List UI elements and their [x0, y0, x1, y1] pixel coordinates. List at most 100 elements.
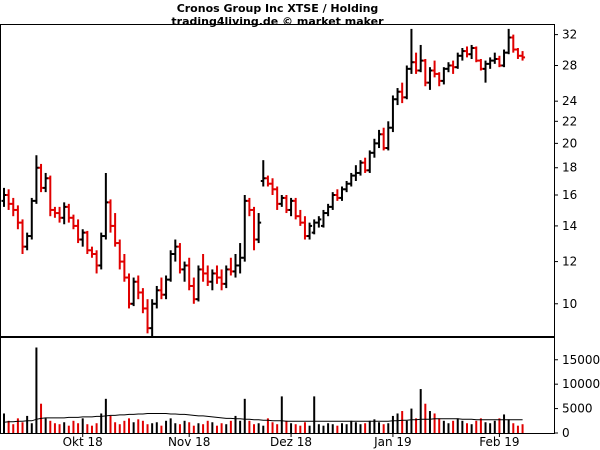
price-bar — [66, 203, 72, 223]
price-bar — [441, 67, 447, 85]
price-bar — [464, 46, 470, 58]
price-bar — [496, 55, 502, 68]
price-bar — [233, 253, 238, 278]
price-bar — [214, 265, 220, 284]
price-tick-label: 14 — [562, 219, 577, 233]
price-bar — [168, 250, 174, 282]
price-bar — [445, 62, 451, 73]
price-bar — [288, 197, 294, 217]
price-bar — [367, 150, 373, 173]
volume-bars — [3, 347, 524, 433]
price-tick-label: 24 — [562, 94, 577, 108]
price-bar — [20, 219, 26, 254]
price-bar — [385, 121, 391, 151]
price-bar — [43, 172, 49, 193]
time-tick-label: Nov 18 — [168, 435, 211, 449]
price-bar — [172, 239, 178, 262]
price-bar — [75, 219, 81, 244]
price-bar — [117, 239, 123, 270]
price-bar — [293, 197, 299, 220]
price-bar — [47, 175, 53, 217]
price-bar — [362, 157, 368, 173]
price-bar — [510, 34, 516, 53]
volume-average-line — [3, 413, 523, 423]
volume-tick-label: 5000 — [562, 402, 593, 416]
price-bar — [418, 44, 424, 73]
price-bar — [381, 127, 387, 151]
price-bar — [320, 209, 326, 228]
price-bar — [112, 213, 118, 247]
volume-axis: 0 5000 10000 15000 — [554, 353, 600, 440]
volume-tick-label: 15000 — [562, 353, 600, 367]
price-bar — [316, 216, 322, 228]
price-bar — [358, 160, 364, 176]
price-bar — [29, 197, 35, 240]
price-bar — [404, 65, 410, 100]
price-bars — [1, 28, 526, 336]
volume-tick-label: 0 — [562, 426, 570, 440]
price-bar — [455, 52, 461, 69]
price-bar — [121, 253, 127, 282]
price-bar — [413, 52, 419, 74]
time-tick-label: Jan 19 — [373, 435, 412, 449]
price-bar — [6, 189, 12, 210]
price-bar — [219, 269, 225, 291]
price-bar — [103, 172, 109, 240]
price-bar — [191, 277, 197, 304]
price-bar — [478, 58, 484, 71]
price-bar — [432, 60, 438, 78]
price-bar — [395, 88, 401, 106]
price-bar — [209, 269, 215, 291]
price-bar — [422, 58, 428, 87]
price-bar — [371, 138, 377, 158]
price-bar — [237, 243, 243, 274]
price-bar — [399, 82, 405, 104]
price-bar — [520, 51, 526, 61]
chart-title: Cronos Group Inc XTSE / Holding — [176, 2, 379, 15]
price-bar — [80, 229, 86, 247]
price-bar — [436, 72, 442, 87]
price-tick-label: 18 — [562, 161, 577, 175]
price-bar — [302, 216, 308, 240]
price-bar — [459, 47, 465, 61]
price-bar — [89, 246, 95, 258]
price-bar — [163, 275, 169, 300]
price-bar — [274, 186, 280, 210]
price-bar — [84, 230, 90, 254]
price-bar — [492, 52, 498, 64]
price-bar — [469, 44, 475, 59]
price-bar — [325, 203, 331, 217]
price-bar — [307, 222, 313, 240]
price-tick-label: 28 — [562, 59, 577, 73]
price-bar — [1, 187, 7, 207]
price-bar — [242, 195, 248, 262]
price-bar — [70, 214, 76, 230]
volume-panel-frame — [0, 337, 555, 434]
price-bar — [131, 277, 137, 307]
price-bar — [376, 129, 382, 149]
price-bar — [205, 265, 211, 286]
price-bar — [38, 163, 44, 193]
price-bar — [344, 180, 350, 193]
price-bar — [149, 299, 155, 336]
price-bar — [186, 257, 192, 291]
price-bar — [501, 49, 507, 68]
price-bar — [256, 213, 262, 244]
time-axis: Okt 18 Nov 18 Dez 18 Jan 19 Feb 19 — [63, 433, 520, 449]
price-bar — [246, 197, 252, 217]
price-bar — [52, 206, 58, 218]
price-bar — [265, 175, 271, 187]
price-bar — [330, 192, 336, 210]
price-bar — [24, 232, 30, 251]
price-bar — [158, 277, 164, 300]
price-bar — [251, 206, 257, 251]
price-bar — [140, 288, 146, 314]
price-bar — [427, 67, 433, 90]
time-tick-label: Okt 18 — [63, 435, 103, 449]
price-bar — [182, 261, 188, 282]
price-bar — [283, 195, 289, 214]
price-tick-label: 20 — [562, 136, 577, 150]
price-bar — [297, 209, 303, 226]
time-tick-label: Dez 18 — [270, 435, 312, 449]
price-bar — [334, 189, 340, 201]
